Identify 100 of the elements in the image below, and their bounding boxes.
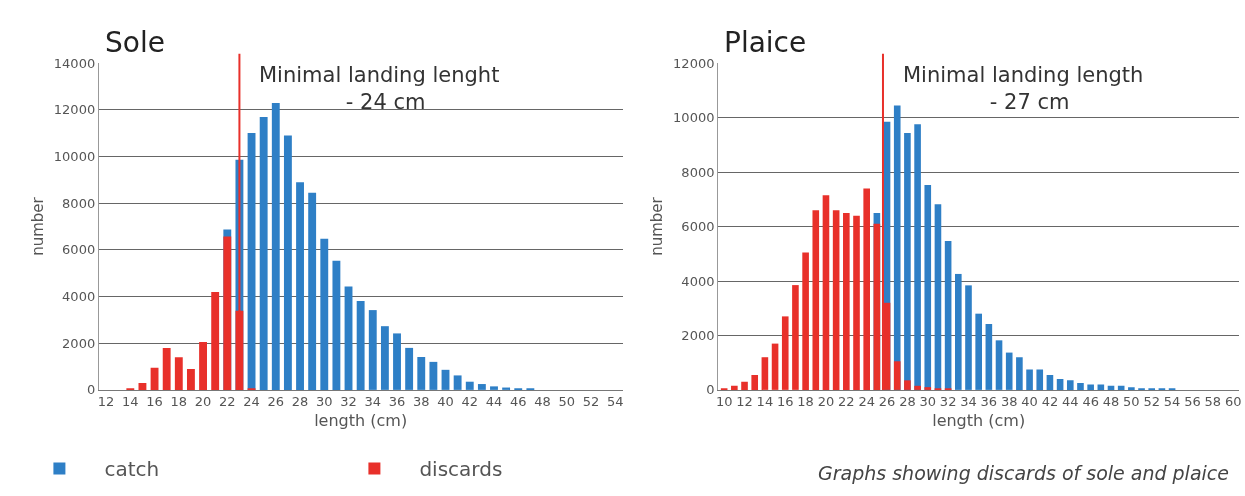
y-axis-title: number	[29, 196, 48, 256]
x-tick-label: 56	[1184, 394, 1201, 410]
x-tick-label: 18	[170, 394, 188, 410]
x-tick-label: 58	[1204, 394, 1222, 410]
x-tick-label: 54	[1163, 394, 1181, 410]
bar	[174, 357, 183, 390]
bar	[1056, 378, 1064, 390]
x-tick-label: 36	[388, 394, 406, 410]
y-tick-label: 8000	[62, 195, 96, 211]
y-axis-title: number	[648, 196, 667, 256]
x-tick-label: 30	[316, 394, 333, 410]
bar	[283, 135, 292, 390]
bar	[356, 301, 365, 390]
bar	[490, 386, 498, 390]
bar	[332, 260, 341, 390]
x-tick-label: 36	[980, 394, 998, 410]
bar	[1046, 374, 1054, 390]
bar	[781, 316, 789, 390]
bar	[429, 361, 438, 390]
bar	[853, 215, 860, 390]
x-tick-label: 40	[437, 394, 454, 410]
y-tick-label: 2000	[62, 335, 96, 351]
x-tick-label: 22	[219, 394, 236, 410]
x-tick-label: 20	[817, 394, 835, 410]
bar	[1016, 357, 1023, 390]
bar	[405, 347, 414, 390]
x-tick-label: 32	[939, 394, 957, 410]
y-tick-label: 6000	[62, 242, 96, 258]
bar	[211, 291, 220, 390]
y-tick-label: 8000	[681, 164, 715, 180]
bar	[417, 356, 426, 390]
bar	[934, 204, 942, 390]
bar	[199, 342, 207, 390]
bar	[1128, 387, 1135, 390]
y-tick-label: 14000	[53, 55, 96, 71]
bar	[995, 340, 1003, 390]
y-tick-label: 6000	[681, 219, 715, 235]
y-tick-label: 10000	[673, 110, 715, 126]
x-tick-label: 10	[715, 394, 733, 410]
legend-label: discards	[419, 457, 503, 482]
bar	[893, 361, 901, 390]
bar	[741, 381, 748, 390]
bar	[477, 384, 486, 390]
x-tick-label: 42	[461, 394, 479, 410]
y-tick-label: 0	[86, 382, 96, 398]
bar	[802, 252, 809, 390]
x-tick-label: 28	[899, 394, 916, 410]
x-tick-label: 48	[1102, 394, 1120, 410]
bar	[320, 238, 329, 390]
bar	[914, 385, 921, 390]
x-tick-label: 22	[838, 394, 855, 410]
bar	[259, 116, 268, 390]
ref-line-label: Minimal landing lenght - 24 cm	[259, 63, 500, 115]
bar	[465, 381, 474, 390]
bar	[985, 324, 993, 390]
x-tick-label: 18	[797, 394, 814, 410]
y-tick-label: 4000	[62, 289, 96, 305]
x-tick-label: 46	[1082, 394, 1099, 410]
bar	[186, 368, 195, 390]
bar	[924, 387, 932, 390]
x-tick-label: 50	[558, 394, 576, 410]
x-tick-label: 24	[243, 394, 260, 410]
y-tick-label: 0	[706, 382, 715, 398]
bar	[843, 212, 850, 390]
bar	[832, 210, 840, 390]
y-tick-label: 12000	[673, 55, 715, 71]
x-tick-label: 38	[1000, 394, 1018, 410]
x-tick-label: 14	[122, 394, 139, 410]
bar	[751, 374, 759, 390]
x-tick-label: 34	[960, 394, 977, 410]
bar	[1077, 383, 1084, 390]
bar	[761, 357, 769, 390]
y-tick-label: 10000	[53, 149, 96, 165]
x-tick-label: 20	[194, 394, 212, 410]
bar	[1036, 369, 1044, 390]
x-tick-label: 30	[919, 394, 937, 410]
bar	[975, 313, 982, 390]
bar	[308, 192, 317, 390]
chart-title: Sole	[105, 26, 165, 59]
x-tick-label: 26	[878, 394, 896, 410]
bar	[904, 380, 911, 390]
bar	[247, 133, 256, 390]
x-tick-label: 44	[1062, 394, 1079, 410]
bar	[955, 273, 962, 390]
x-tick-label: 14	[756, 394, 774, 410]
x-tick-label: 38	[412, 394, 430, 410]
bar	[296, 182, 304, 390]
x-tick-label: 42	[1041, 394, 1059, 410]
bar	[1087, 384, 1094, 390]
y-tick-label: 12000	[53, 102, 96, 118]
bar	[863, 188, 870, 390]
bar	[771, 343, 779, 390]
chart-title: Plaice	[724, 26, 807, 59]
x-tick-label: 46	[509, 394, 527, 410]
bar	[944, 241, 952, 390]
x-tick-label: 48	[534, 394, 551, 410]
bar	[162, 347, 171, 390]
bar	[731, 385, 738, 390]
y-tick-label: 4000	[681, 273, 715, 289]
x-tick-label: 34	[364, 394, 382, 410]
